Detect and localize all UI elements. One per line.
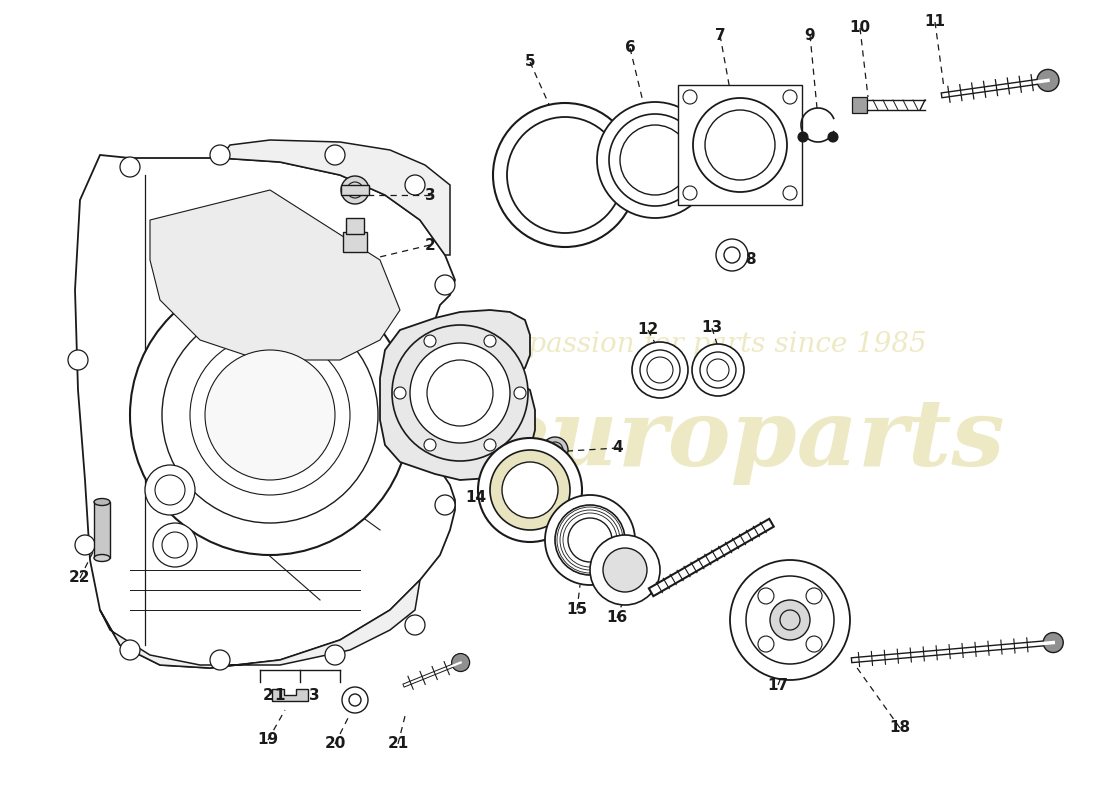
Circle shape	[514, 387, 526, 399]
Circle shape	[502, 462, 558, 518]
Circle shape	[210, 650, 230, 670]
Circle shape	[424, 439, 436, 451]
Circle shape	[75, 535, 95, 555]
Bar	[346, 218, 364, 234]
Text: 14: 14	[465, 490, 486, 506]
Text: 17: 17	[768, 678, 789, 693]
Circle shape	[205, 350, 336, 480]
Circle shape	[730, 560, 850, 680]
Circle shape	[609, 114, 701, 206]
Circle shape	[806, 636, 822, 652]
Polygon shape	[678, 85, 802, 205]
Text: 3: 3	[309, 689, 319, 703]
Circle shape	[394, 387, 406, 399]
Circle shape	[556, 505, 625, 575]
Text: 3: 3	[425, 187, 436, 202]
Circle shape	[770, 600, 810, 640]
Circle shape	[590, 535, 660, 605]
Text: 7: 7	[715, 27, 725, 42]
Polygon shape	[220, 140, 450, 255]
Text: 10: 10	[849, 21, 870, 35]
Circle shape	[1043, 633, 1064, 653]
Text: 15: 15	[566, 602, 587, 618]
Circle shape	[746, 576, 834, 664]
Circle shape	[68, 350, 88, 370]
Circle shape	[828, 132, 838, 142]
Polygon shape	[379, 310, 535, 480]
Circle shape	[683, 186, 697, 200]
Circle shape	[693, 98, 786, 192]
Text: 19: 19	[257, 733, 278, 747]
Circle shape	[542, 437, 568, 463]
Circle shape	[758, 636, 774, 652]
Circle shape	[783, 90, 798, 104]
Circle shape	[130, 275, 410, 555]
Circle shape	[1037, 70, 1059, 91]
Text: 6: 6	[625, 41, 636, 55]
Circle shape	[153, 523, 197, 567]
Circle shape	[434, 495, 455, 515]
Circle shape	[632, 342, 688, 398]
Circle shape	[484, 335, 496, 347]
Circle shape	[783, 186, 798, 200]
Text: 20: 20	[324, 737, 345, 751]
Circle shape	[405, 615, 425, 635]
Circle shape	[424, 335, 436, 347]
Circle shape	[806, 588, 822, 604]
Text: 4: 4	[613, 441, 624, 455]
Circle shape	[324, 145, 345, 165]
Circle shape	[120, 157, 140, 177]
Polygon shape	[272, 689, 308, 701]
Text: 8: 8	[745, 253, 756, 267]
Bar	[343, 232, 367, 252]
Circle shape	[452, 654, 470, 671]
Text: 2: 2	[263, 689, 274, 703]
Circle shape	[597, 102, 713, 218]
Text: a passion for parts since 1985: a passion for parts since 1985	[503, 330, 927, 358]
Circle shape	[798, 132, 808, 142]
Circle shape	[434, 275, 455, 295]
Text: 22: 22	[69, 570, 90, 586]
Text: 2: 2	[425, 238, 436, 253]
Circle shape	[484, 439, 496, 451]
Circle shape	[640, 350, 680, 390]
Circle shape	[758, 588, 774, 604]
Ellipse shape	[94, 554, 110, 562]
Bar	[852, 97, 867, 113]
Text: 11: 11	[924, 14, 946, 30]
Bar	[94, 502, 110, 558]
Circle shape	[478, 438, 582, 542]
Circle shape	[392, 325, 528, 461]
Circle shape	[692, 344, 744, 396]
Text: 16: 16	[606, 610, 628, 626]
Circle shape	[342, 687, 369, 713]
Polygon shape	[150, 190, 400, 360]
Circle shape	[603, 548, 647, 592]
Circle shape	[145, 465, 195, 515]
Circle shape	[405, 175, 425, 195]
Text: 18: 18	[890, 721, 911, 735]
Circle shape	[210, 145, 230, 165]
Bar	[341, 185, 368, 195]
Polygon shape	[100, 580, 420, 668]
Circle shape	[544, 495, 635, 585]
Circle shape	[716, 239, 748, 271]
Circle shape	[490, 450, 570, 530]
Text: 12: 12	[637, 322, 659, 338]
Circle shape	[341, 176, 368, 204]
Circle shape	[493, 103, 637, 247]
Circle shape	[700, 352, 736, 388]
Circle shape	[410, 343, 510, 443]
Circle shape	[324, 645, 345, 665]
Text: 9: 9	[805, 27, 815, 42]
Text: 1: 1	[275, 689, 285, 703]
Circle shape	[683, 90, 697, 104]
Polygon shape	[75, 155, 455, 668]
Ellipse shape	[94, 498, 110, 506]
Text: 13: 13	[702, 321, 723, 335]
Text: 21: 21	[387, 737, 408, 751]
Text: 5: 5	[525, 54, 536, 70]
Circle shape	[120, 640, 140, 660]
Text: europarts: europarts	[491, 395, 1005, 485]
